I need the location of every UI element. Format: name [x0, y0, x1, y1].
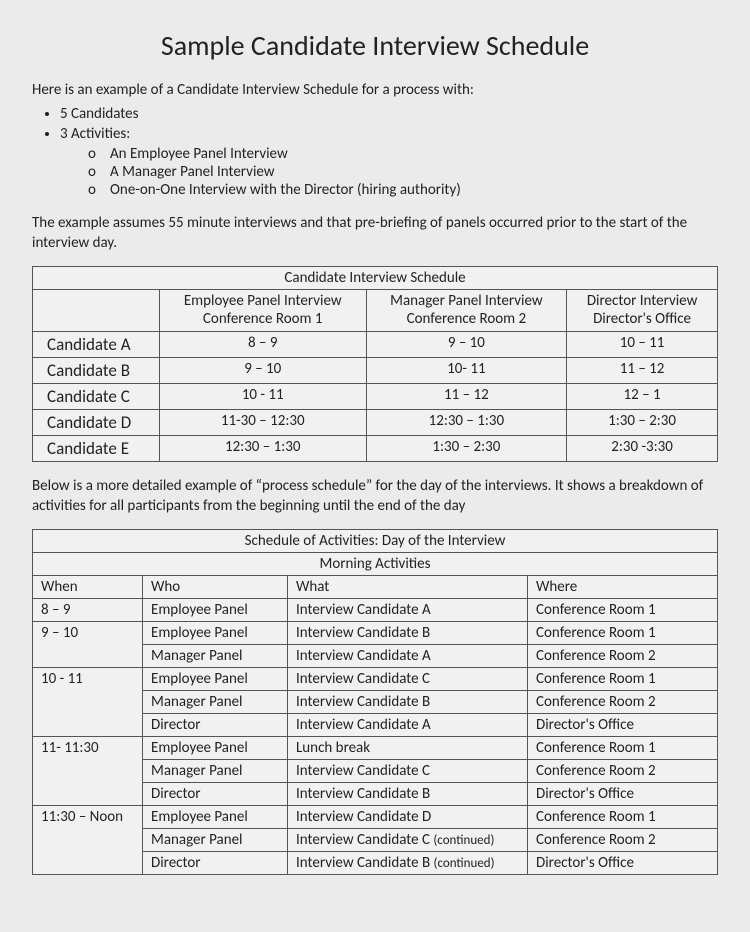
bullet-activities-label: 3 Activities: — [60, 125, 130, 143]
time-cell: 9 – 10 — [366, 332, 567, 358]
who-cell: Director — [143, 851, 288, 874]
table-row: 9 – 10Employee PanelInterview Candidate … — [33, 621, 718, 644]
time-cell: 10 – 11 — [567, 332, 718, 358]
schedule-col1-header: Employee Panel InterviewConference Room … — [159, 289, 366, 332]
assumption-note: The example assumes 55 minute interviews… — [32, 213, 718, 254]
candidate-cell: Candidate D — [33, 410, 160, 436]
where-cell: Conference Room 2 — [528, 828, 718, 851]
time-cell: 1:30 – 2:30 — [366, 436, 567, 462]
what-cell: Interview Candidate C (continued) — [288, 828, 528, 851]
table-row: 11- 11:30Employee PanelLunch breakConfer… — [33, 736, 718, 759]
interview-schedule-table: Candidate Interview Schedule Employee Pa… — [32, 266, 718, 463]
where-cell: Conference Room 1 — [528, 736, 718, 759]
where-cell: Director's Office — [528, 713, 718, 736]
what-cell: Interview Candidate A — [288, 598, 528, 621]
table-row: 10 - 11Employee PanelInterview Candidate… — [33, 667, 718, 690]
page-title: Sample Candidate Interview Schedule — [32, 28, 718, 63]
when-cell: 11:30 – Noon — [33, 805, 143, 874]
table-row: 11:30 – NoonEmployee PanelInterview Cand… — [33, 805, 718, 828]
sub-manager-panel: A Manager Panel Interview — [88, 163, 718, 181]
candidate-cell: Candidate E — [33, 436, 160, 462]
where-cell: Conference Room 2 — [528, 644, 718, 667]
candidate-cell: Candidate B — [33, 358, 160, 384]
schedule-blank-header — [33, 289, 160, 332]
who-cell: Employee Panel — [143, 667, 288, 690]
who-cell: Employee Panel — [143, 598, 288, 621]
where-cell: Conference Room 1 — [528, 667, 718, 690]
sub-director: One-on-One Interview with the Director (… — [88, 181, 718, 199]
bullet-candidates: 5 Candidates — [60, 105, 718, 123]
what-cell: Interview Candidate B — [288, 621, 528, 644]
what-cell: Interview Candidate B (continued) — [288, 851, 528, 874]
time-cell: 2:30 -3:30 — [567, 436, 718, 462]
what-cell: Interview Candidate B — [288, 782, 528, 805]
who-cell: Director — [143, 782, 288, 805]
time-cell: 8 – 9 — [159, 332, 366, 358]
activities-table: Schedule of Activities: Day of the Inter… — [32, 529, 718, 875]
who-cell: Employee Panel — [143, 736, 288, 759]
where-cell: Conference Room 1 — [528, 621, 718, 644]
sub-employee-panel: An Employee Panel Interview — [88, 145, 718, 163]
table-row: Candidate D11-30 – 12:3012:30 – 1:301:30… — [33, 410, 718, 436]
sub-bullets: An Employee Panel Interview A Manager Pa… — [88, 145, 718, 199]
candidate-cell: Candidate C — [33, 384, 160, 410]
table-row: Candidate A8 – 99 – 1010 – 11 — [33, 332, 718, 358]
time-cell: 10- 11 — [366, 358, 567, 384]
who-cell: Employee Panel — [143, 805, 288, 828]
table-row: Candidate E12:30 – 1:301:30 – 2:302:30 -… — [33, 436, 718, 462]
who-cell: Manager Panel — [143, 690, 288, 713]
what-cell: Lunch break — [288, 736, 528, 759]
time-cell: 1:30 – 2:30 — [567, 410, 718, 436]
bullet-activities: 3 Activities: An Employee Panel Intervie… — [60, 125, 718, 199]
where-cell: Conference Room 1 — [528, 598, 718, 621]
what-cell: Interview Candidate A — [288, 644, 528, 667]
what-cell: Interview Candidate C — [288, 759, 528, 782]
detail-note: Below is a more detailed example of “pro… — [32, 476, 718, 517]
where-cell: Conference Room 1 — [528, 805, 718, 828]
time-cell: 11-30 – 12:30 — [159, 410, 366, 436]
table-row: Candidate B9 – 1010- 1111 – 12 — [33, 358, 718, 384]
when-cell: 8 – 9 — [33, 598, 143, 621]
what-cell: Interview Candidate B — [288, 690, 528, 713]
who-cell: Manager Panel — [143, 644, 288, 667]
who-cell: Manager Panel — [143, 828, 288, 851]
activities-subtitle: Morning Activities — [33, 552, 718, 575]
time-cell: 11 – 12 — [567, 358, 718, 384]
time-cell: 12 – 1 — [567, 384, 718, 410]
who-cell: Director — [143, 713, 288, 736]
who-cell: Employee Panel — [143, 621, 288, 644]
when-cell: 9 – 10 — [33, 621, 143, 667]
schedule-col3-header: Director InterviewDirector's Office — [567, 289, 718, 332]
what-cell: Interview Candidate D — [288, 805, 528, 828]
what-cell: Interview Candidate C — [288, 667, 528, 690]
where-cell: Director's Office — [528, 851, 718, 874]
intro-text: Here is an example of a Candidate Interv… — [32, 81, 718, 99]
time-cell: 12:30 – 1:30 — [366, 410, 567, 436]
col-what: What — [288, 575, 528, 598]
when-cell: 11- 11:30 — [33, 736, 143, 805]
where-cell: Director's Office — [528, 782, 718, 805]
where-cell: Conference Room 2 — [528, 690, 718, 713]
activities-title: Schedule of Activities: Day of the Inter… — [33, 529, 718, 552]
who-cell: Manager Panel — [143, 759, 288, 782]
schedule-title: Candidate Interview Schedule — [33, 266, 718, 289]
time-cell: 10 - 11 — [159, 384, 366, 410]
time-cell: 9 – 10 — [159, 358, 366, 384]
time-cell: 12:30 – 1:30 — [159, 436, 366, 462]
what-cell: Interview Candidate A — [288, 713, 528, 736]
col-who: Who — [143, 575, 288, 598]
time-cell: 11 – 12 — [366, 384, 567, 410]
table-row: Candidate C10 - 1111 – 1212 – 1 — [33, 384, 718, 410]
when-cell: 10 - 11 — [33, 667, 143, 736]
col-when: When — [33, 575, 143, 598]
where-cell: Conference Room 2 — [528, 759, 718, 782]
top-bullets: 5 Candidates 3 Activities: An Employee P… — [60, 105, 718, 199]
candidate-cell: Candidate A — [33, 332, 160, 358]
col-where: Where — [528, 575, 718, 598]
schedule-col2-header: Manager Panel InterviewConference Room 2 — [366, 289, 567, 332]
table-row: 8 – 9Employee PanelInterview Candidate A… — [33, 598, 718, 621]
